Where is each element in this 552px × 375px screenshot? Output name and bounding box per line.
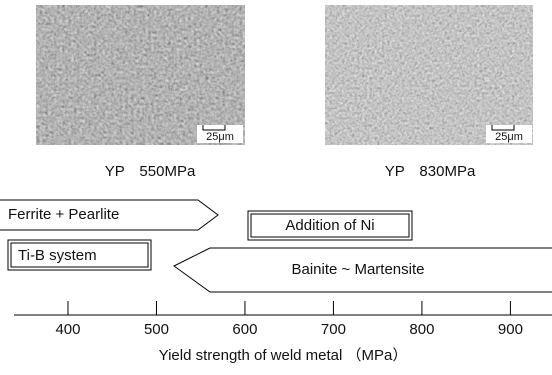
region-label: Addition of Ni: [285, 217, 374, 234]
tick-label: 700: [321, 321, 346, 338]
tick-label: 900: [498, 321, 523, 338]
tick-label: 600: [232, 321, 257, 338]
region-label: Ti-B system: [18, 247, 97, 264]
micrograph: [36, 5, 245, 145]
axis-title: Yield strength of weld metal （MPa）: [159, 347, 408, 364]
scale-label: 25μm: [495, 131, 523, 143]
caption: YP 550MPa: [105, 163, 196, 180]
page: {"micrographs":[{"scale":"25μm","caption…: [0, 0, 552, 370]
scale-label: 25μm: [206, 131, 234, 143]
tick-label: 800: [409, 321, 434, 338]
tick-label: 400: [55, 321, 80, 338]
caption: YP 830MPa: [385, 163, 476, 180]
micrograph: [325, 5, 533, 145]
region-label: Bainite ~ Martensite: [292, 261, 425, 278]
region-label: Ferrite + Pearlite: [8, 206, 119, 223]
tick-label: 500: [144, 321, 169, 338]
figure: 25μm 25μm YP 550MPa YP 830MPa Ferrite + …: [0, 0, 552, 370]
